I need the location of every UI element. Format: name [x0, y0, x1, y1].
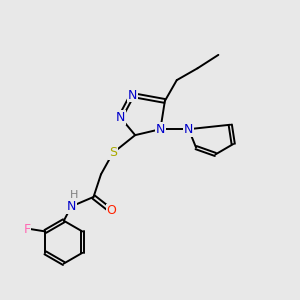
Text: H: H: [70, 190, 78, 200]
Text: S: S: [109, 146, 117, 160]
Text: F: F: [23, 223, 30, 236]
Text: N: N: [156, 123, 165, 136]
Text: N: N: [128, 88, 137, 101]
Text: N: N: [184, 123, 193, 136]
Text: O: O: [106, 204, 116, 218]
Text: N: N: [116, 111, 125, 124]
Text: N: N: [67, 200, 76, 213]
